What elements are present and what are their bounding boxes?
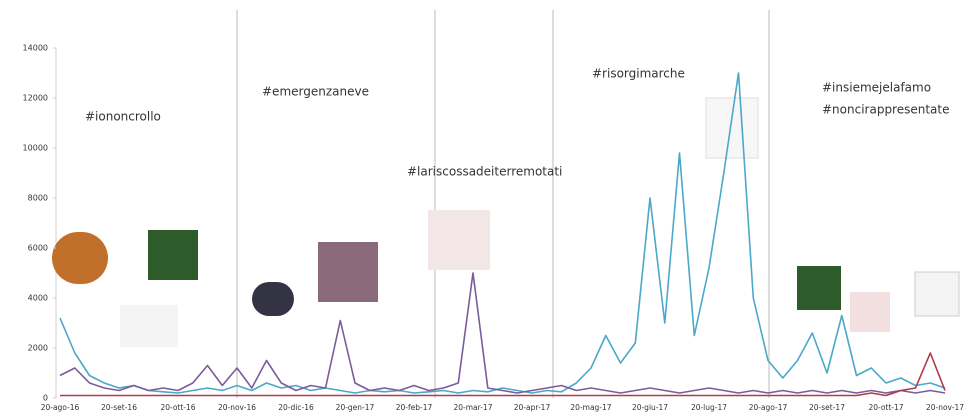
annotation: #lariscossadeiterremotati xyxy=(407,165,562,179)
annotation: #noncirappresentate xyxy=(822,103,950,117)
x-tick-label: 20-ago-16 xyxy=(41,403,80,412)
x-tick-label: 20-nov-17 xyxy=(926,403,964,412)
y-tick-label: 2000 xyxy=(28,344,48,353)
x-tick-label: 20-mag-17 xyxy=(570,403,611,412)
x-tick-label: 20-set-16 xyxy=(101,403,137,412)
icon xyxy=(120,305,178,347)
x-tick-label: 20-dic-16 xyxy=(278,403,314,412)
icon xyxy=(797,266,841,310)
annotation: #emergenzaneve xyxy=(262,85,369,99)
icon xyxy=(705,97,759,159)
icon xyxy=(318,242,378,302)
annotation: #risorgimarche xyxy=(592,67,685,81)
series-line xyxy=(59,72,946,394)
series-line xyxy=(59,272,946,394)
y-tick-label: 0 xyxy=(43,394,48,403)
x-tick-label: 20-apr-17 xyxy=(514,403,551,412)
y-tick-label: 10000 xyxy=(23,144,48,153)
x-tick-label: 20-feb-17 xyxy=(396,403,433,412)
x-tick-label: 20-giu-17 xyxy=(632,403,668,412)
icon xyxy=(914,271,960,317)
x-tick-label: 20-lug-17 xyxy=(691,403,727,412)
icons xyxy=(52,97,960,347)
x-tick-label: 20-mar-17 xyxy=(453,403,492,412)
icon xyxy=(428,210,490,270)
y-tick-label: 14000 xyxy=(23,44,48,53)
y-tick-label: 12000 xyxy=(23,94,48,103)
x-tick-label: 20-set-17 xyxy=(809,403,845,412)
y-tick-label: 4000 xyxy=(28,294,48,303)
y-tick-label: 6000 xyxy=(28,244,48,253)
icon xyxy=(850,292,890,332)
x-tick-label: 20-ago-17 xyxy=(749,403,788,412)
icon xyxy=(52,232,108,284)
annotation: #iononcrollo xyxy=(85,110,161,124)
icon xyxy=(252,282,294,316)
x-tick-label: 20-nov-16 xyxy=(218,403,256,412)
x-tick-label: 20-ott-17 xyxy=(868,403,903,412)
annotation: #insiemejelafamo xyxy=(822,81,931,95)
icon xyxy=(148,230,198,280)
series-line xyxy=(60,352,946,397)
y-tick-label: 8000 xyxy=(28,194,48,203)
x-tick-label: 20-gen-17 xyxy=(336,403,375,412)
x-tick-label: 20-ott-16 xyxy=(160,403,195,412)
